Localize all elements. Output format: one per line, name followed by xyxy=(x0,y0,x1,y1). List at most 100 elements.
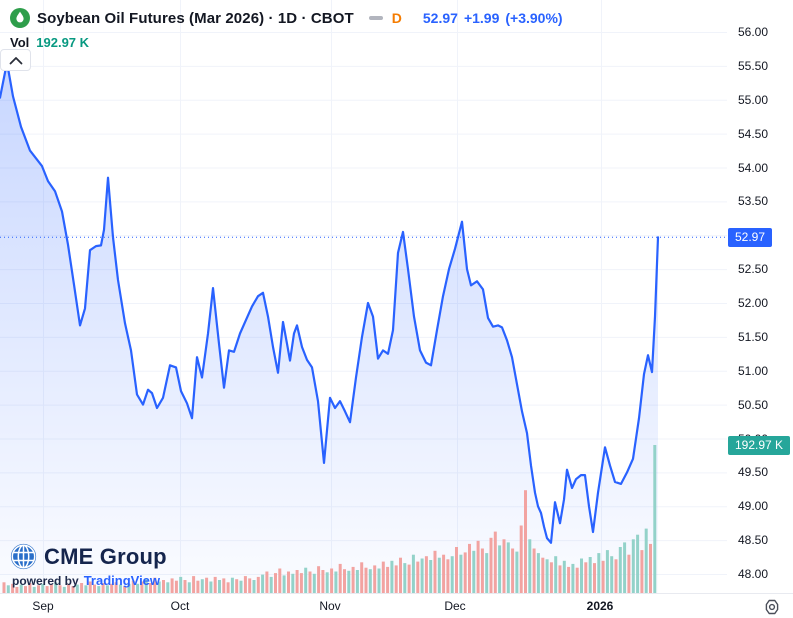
volume-bar xyxy=(170,578,174,593)
volume-bar xyxy=(355,570,359,593)
volume-bar xyxy=(252,580,256,593)
volume-bar xyxy=(653,445,657,593)
volume-bar xyxy=(6,585,10,593)
volume-bar xyxy=(411,554,415,593)
volume-bar xyxy=(149,583,152,593)
volume-bar xyxy=(274,573,277,593)
price-tick-label: 49.50 xyxy=(738,465,769,480)
volume-bar xyxy=(614,559,618,593)
volume-bar xyxy=(493,531,497,593)
volume-bar xyxy=(144,579,148,593)
volume-bar xyxy=(463,552,467,593)
chart-plot-area[interactable] xyxy=(0,0,727,593)
volume-bar xyxy=(554,556,558,593)
volume-bar xyxy=(519,525,523,593)
price-line xyxy=(0,61,660,544)
volume-bar xyxy=(631,539,635,593)
volume-bar xyxy=(71,586,75,593)
volume-bar xyxy=(605,550,609,593)
volume-bar xyxy=(618,547,622,593)
volume-bar xyxy=(49,584,53,593)
volume-bar xyxy=(476,540,480,593)
volume-bar xyxy=(403,563,407,593)
volume-bar xyxy=(571,563,575,593)
chevron-up-icon xyxy=(9,56,22,64)
volume-bar xyxy=(351,566,355,593)
volume-bar xyxy=(265,571,269,593)
volume-bar xyxy=(338,563,342,593)
volume-bar xyxy=(330,568,334,593)
volume-bar xyxy=(549,562,553,593)
volume-bar xyxy=(127,583,131,593)
price-tick-label: 55.00 xyxy=(738,92,769,107)
volume-bar xyxy=(433,550,437,593)
volume-bar xyxy=(528,539,532,593)
volume-bar xyxy=(459,554,463,593)
current-volume-badge: 192.97 K xyxy=(728,436,791,455)
volume-bar xyxy=(239,580,243,593)
price-tick-label: 52.50 xyxy=(738,262,769,277)
volume-bar xyxy=(373,565,377,593)
volume-bar xyxy=(110,583,114,593)
interval-label[interactable]: D xyxy=(391,10,402,26)
price-tick-label: 51.00 xyxy=(738,363,769,378)
quote-values: 52.97 +1.99 (+3.90%) xyxy=(423,10,563,26)
volume-bar xyxy=(24,586,27,593)
time-tick-label: Nov xyxy=(319,599,341,613)
volume-bar xyxy=(536,553,540,593)
volume-bar xyxy=(360,562,364,593)
volume-bar xyxy=(390,560,394,593)
volume-bar xyxy=(644,528,648,593)
volume-bar xyxy=(347,570,351,593)
volume-bar xyxy=(601,560,605,593)
price-tick-label: 54.00 xyxy=(738,160,769,175)
scale-settings-icon[interactable] xyxy=(763,598,781,616)
symbol-title[interactable]: Soybean Oil Futures (Mar 2026) · 1D · CB… xyxy=(37,9,354,27)
volume-bar xyxy=(291,573,295,593)
price-tick-label: 55.50 xyxy=(738,58,769,73)
volume-bar xyxy=(157,581,161,593)
volume-bar xyxy=(97,586,101,593)
volume-bar xyxy=(588,557,592,593)
volume-bar xyxy=(394,565,398,593)
volume-bar xyxy=(196,580,200,593)
collapse-legend-button[interactable] xyxy=(0,49,31,71)
volume-bar xyxy=(131,580,135,593)
volume-bar xyxy=(636,534,640,593)
time-tick-label: Oct xyxy=(170,599,190,613)
volume-bar xyxy=(209,581,213,593)
volume-bar xyxy=(222,578,226,593)
volume-bar xyxy=(75,584,79,593)
volume-bar xyxy=(567,566,571,593)
volume-bar xyxy=(610,556,614,593)
volume-bar xyxy=(84,585,88,593)
volume-bar xyxy=(377,568,381,593)
volume-bar xyxy=(597,553,601,593)
volume-bar xyxy=(140,581,144,593)
volume-bar xyxy=(472,550,476,593)
volume-bar xyxy=(562,560,566,593)
time-scale-axis[interactable]: Sep Oct Nov Dec 2026 xyxy=(0,593,793,618)
last-price: 52.97 xyxy=(422,10,458,26)
volume-bar xyxy=(420,558,424,593)
price-tick-label: 53.50 xyxy=(738,194,769,209)
tradingview-link[interactable]: TradingView xyxy=(83,573,161,588)
volume-bar xyxy=(381,561,385,593)
price-scale-axis[interactable]: 52.97 192.97 K 56.00 55.50 55.00 54.50 54.00… xyxy=(727,0,793,593)
volume-bar xyxy=(498,545,502,593)
volume-bar xyxy=(532,548,536,593)
volume-bar xyxy=(114,582,118,593)
price-chart[interactable] xyxy=(0,0,727,593)
volume-bar xyxy=(226,582,230,593)
volume-bar xyxy=(308,571,312,593)
soybean-oil-symbol-logo xyxy=(10,8,30,28)
price-tick-label: 52.00 xyxy=(738,296,769,310)
volume-bar xyxy=(321,570,325,593)
volume-bar xyxy=(287,571,290,593)
volume-bar xyxy=(317,566,321,593)
volume-bar xyxy=(213,576,217,593)
price-tick-label: 48.50 xyxy=(738,533,769,548)
volume-bar xyxy=(325,572,329,593)
volume-bar xyxy=(80,583,84,593)
volume-bar xyxy=(502,539,506,593)
